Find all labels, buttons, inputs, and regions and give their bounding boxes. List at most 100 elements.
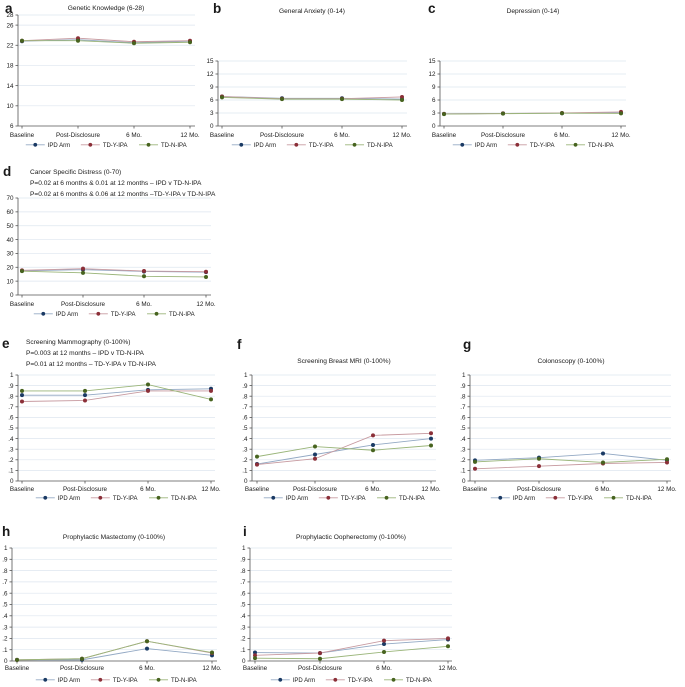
legend-marker-dot xyxy=(294,142,299,147)
x-tick-label: 6 Mo. xyxy=(136,301,152,308)
y-tick-label: .2 xyxy=(240,636,246,643)
data-point-marker xyxy=(371,433,375,438)
legend-marker-dot xyxy=(98,495,103,500)
y-tick-label: 6 xyxy=(432,97,436,104)
legend-label: TD-N-IPA xyxy=(169,312,195,318)
y-tick-label: .8 xyxy=(2,568,8,575)
y-tick-label: .5 xyxy=(460,425,466,432)
y-tick-label: .2 xyxy=(460,457,466,464)
x-tick-label: Post-Disclosure xyxy=(63,486,108,493)
y-tick-label: 15 xyxy=(206,58,214,65)
x-tick-label: 6 Mo. xyxy=(595,486,611,493)
legend-marker-dot xyxy=(96,311,101,316)
y-tick-label: 9 xyxy=(432,84,436,91)
y-tick-label: .5 xyxy=(240,602,246,609)
data-point-marker xyxy=(280,97,284,102)
legend-label: TD-Y-IPA xyxy=(103,143,128,149)
data-point-marker xyxy=(80,656,84,661)
data-point-marker xyxy=(400,98,404,102)
legend-label: TD-N-IPA xyxy=(399,496,425,502)
y-tick-label: 10 xyxy=(6,278,14,285)
y-tick-label: 0 xyxy=(432,123,436,130)
y-tick-label: .5 xyxy=(2,602,8,609)
legend-label: TD-N-IPA xyxy=(171,496,197,502)
legend-label: TD-Y-IPA xyxy=(341,496,366,502)
data-point-marker xyxy=(20,269,24,274)
x-tick-label: 6 Mo. xyxy=(365,486,381,493)
panel-letter: a xyxy=(5,1,13,16)
data-point-marker xyxy=(204,269,208,274)
data-point-marker xyxy=(83,398,87,403)
x-tick-label: 12 Mo. xyxy=(392,132,412,139)
x-tick-label: Baseline xyxy=(10,132,35,139)
y-tick-label: 60 xyxy=(6,209,14,216)
data-point-marker xyxy=(255,454,259,459)
series-line xyxy=(22,40,191,44)
p-value-annotation: P=0.003 at 12 months – IPD v TD-N-IPA xyxy=(26,350,145,357)
series-line xyxy=(16,640,213,661)
data-point-marker xyxy=(619,111,623,116)
legend-label: TD-Y-IPA xyxy=(568,496,593,502)
y-tick-label: 18 xyxy=(6,63,14,70)
panel-c: c Depression (0-14) 0 3 6 9 12 15 Baseline Post… xyxy=(428,1,631,149)
plot-area: 6 10 14 18 22 26 28 Baseline Post-Disclosure 6 Mo… xyxy=(6,12,199,149)
legend-label: IPD Arm xyxy=(513,496,535,502)
y-tick-label: 6 xyxy=(210,97,214,104)
data-point-marker xyxy=(371,442,375,447)
y-tick-label: .3 xyxy=(460,446,466,453)
data-point-marker xyxy=(220,95,224,100)
data-point-marker xyxy=(665,457,669,462)
p-value-annotation: P=0.01 at 12 months – TD-Y-IPA v TD-N-IP… xyxy=(26,361,157,368)
panel-b: b General Anxiety (0-14) 0 3 6 9 12 15 Baselin… xyxy=(206,1,411,149)
y-tick-label: .7 xyxy=(2,579,8,586)
x-tick-label: Baseline xyxy=(5,665,30,672)
y-tick-label: .3 xyxy=(240,624,246,631)
panel-letter: f xyxy=(237,337,242,352)
x-tick-label: 6 Mo. xyxy=(376,665,392,672)
x-tick-label: 12 Mo. xyxy=(421,486,441,493)
data-point-marker xyxy=(318,656,322,661)
plot-area: 0 .1 .2 .3 .4 .5 .6 .7 .8 .9 1 Baseline Post-Disclos… xyxy=(460,372,677,502)
series-line xyxy=(16,640,213,661)
y-tick-label: 26 xyxy=(6,22,14,29)
series-line xyxy=(254,637,449,656)
y-tick-label: .6 xyxy=(242,415,248,422)
legend-marker-dot xyxy=(146,142,151,147)
legend-label: TD-Y-IPA xyxy=(309,143,334,149)
y-tick-label: .1 xyxy=(460,468,466,475)
legend-marker-dot xyxy=(239,142,244,147)
x-tick-label: Baseline xyxy=(245,486,270,493)
data-point-marker xyxy=(446,636,450,641)
data-point-marker xyxy=(400,94,404,99)
x-tick-label: Baseline xyxy=(463,486,488,493)
data-point-marker xyxy=(188,40,192,45)
legend-label: TD-N-IPA xyxy=(161,143,187,149)
data-point-marker xyxy=(253,653,257,658)
x-tick-label: Baseline xyxy=(243,665,268,672)
y-tick-label: 20 xyxy=(6,264,14,271)
panel-letter: g xyxy=(463,337,471,352)
data-point-marker xyxy=(76,38,80,43)
legend-marker-dot xyxy=(352,142,357,147)
legend-label: TD-N-IPA xyxy=(171,678,197,684)
legend-label: TD-Y-IPA xyxy=(530,143,555,149)
y-tick-label: .1 xyxy=(8,468,14,475)
y-tick-label: 22 xyxy=(6,42,14,49)
x-tick-label: Baseline xyxy=(10,301,35,308)
x-tick-label: Post-Disclosure xyxy=(481,132,526,139)
data-point-marker xyxy=(446,644,450,649)
x-tick-label: 6 Mo. xyxy=(554,132,570,139)
p-value-annotation: P=0.02 at 6 months & 0.01 at 12 months –… xyxy=(30,180,202,187)
legend-label: TD-Y-IPA xyxy=(113,678,138,684)
data-point-marker xyxy=(313,456,317,461)
y-tick-label: 0 xyxy=(242,658,246,665)
y-tick-label: .9 xyxy=(242,383,248,390)
panel-letter: c xyxy=(428,1,436,16)
data-point-marker xyxy=(20,399,24,404)
y-tick-label: .6 xyxy=(2,590,8,597)
y-tick-label: .2 xyxy=(242,457,248,464)
y-tick-label: 0 xyxy=(210,123,214,130)
plot-area: 0 .1 .2 .3 .4 .5 .6 .7 .8 .9 1 Baseline Post-Disclos… xyxy=(242,372,441,502)
series-line xyxy=(443,112,622,115)
